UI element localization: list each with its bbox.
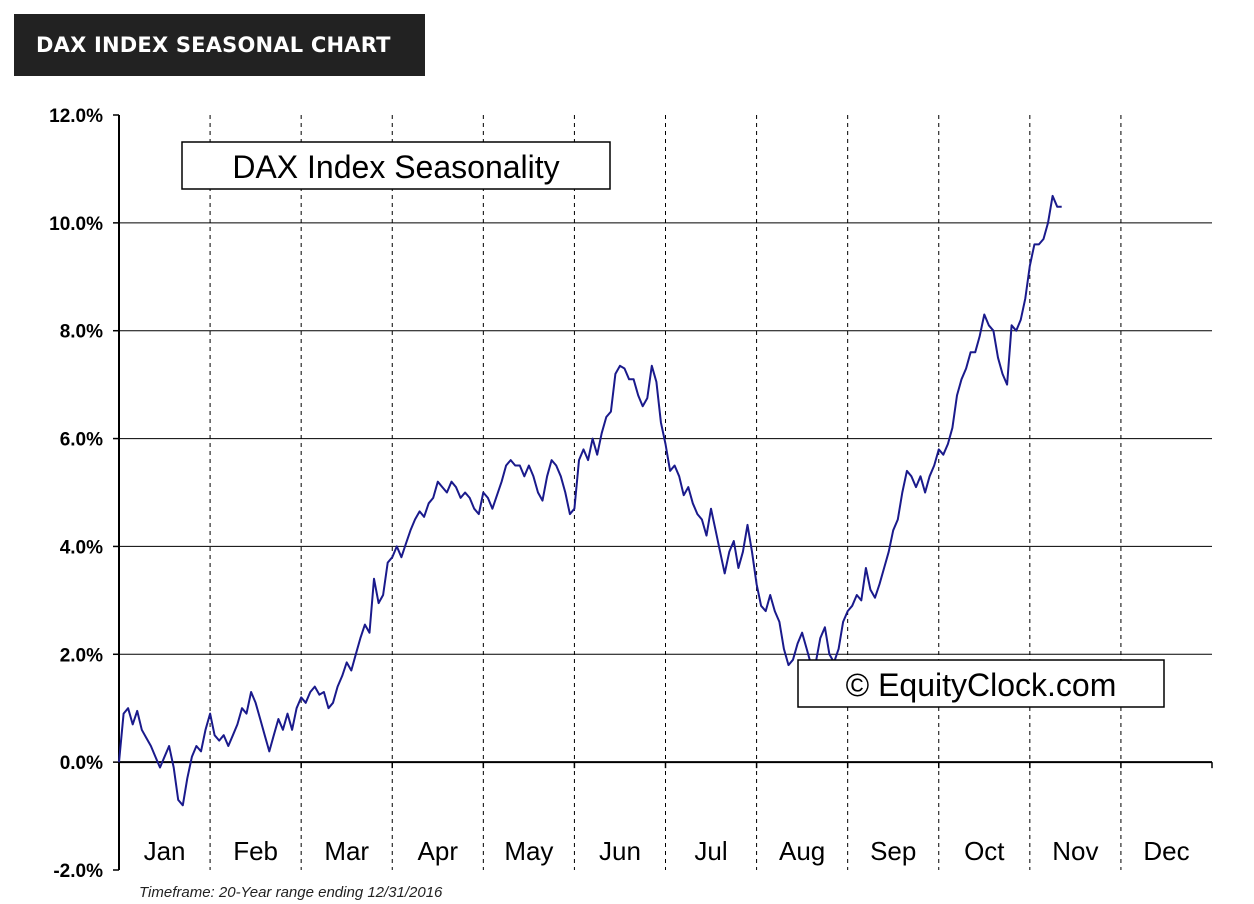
watermark-text: © EquityClock.com [846,667,1117,703]
month-label: Jun [599,836,641,866]
y-tick-label: 12.0% [49,106,103,127]
month-label: Feb [233,836,278,866]
month-label: Nov [1052,836,1098,866]
month-label: Jan [144,836,186,866]
chart-title-box: DAX Index Seasonality [181,141,611,190]
month-labels: Jan Feb Mar Apr May Jun Jul Aug Sep Oct Nov Dec [144,836,1190,866]
y-axis: 12.0% 10.0% 8.0% 6.0% 4.0% 2.0% 0.0% -2.0% [49,106,120,882]
watermark-box: © EquityClock.com [797,659,1165,708]
month-label: Dec [1143,836,1189,866]
header-title-box: DAX INDEX SEASONAL CHART [14,14,425,76]
month-label: Aug [779,836,825,866]
y-tick-label: 4.0% [60,537,103,558]
month-label: Sep [870,836,916,866]
chart-title: DAX Index Seasonality [232,149,559,185]
y-tick-label: -2.0% [53,861,103,882]
y-tick-label: 0.0% [60,753,103,774]
y-tick-label: 8.0% [60,322,103,343]
series-line [118,194,1062,807]
watermark-frame [797,659,1165,708]
chart-title-frame [181,141,611,190]
month-label: Mar [324,836,369,866]
y-tick-label: 2.0% [60,645,103,666]
month-label: Apr [418,836,459,866]
header-title: DAX INDEX SEASONAL CHART [36,33,391,57]
grid [118,115,1213,870]
y-tick-label: 6.0% [60,430,103,451]
y-tick-label: 10.0% [49,214,103,235]
month-label: Oct [964,836,1005,866]
month-label: May [504,836,553,866]
timeframe-note: Timeframe: 20-Year range ending 12/31/20… [139,884,443,901]
month-label: Jul [694,836,727,866]
